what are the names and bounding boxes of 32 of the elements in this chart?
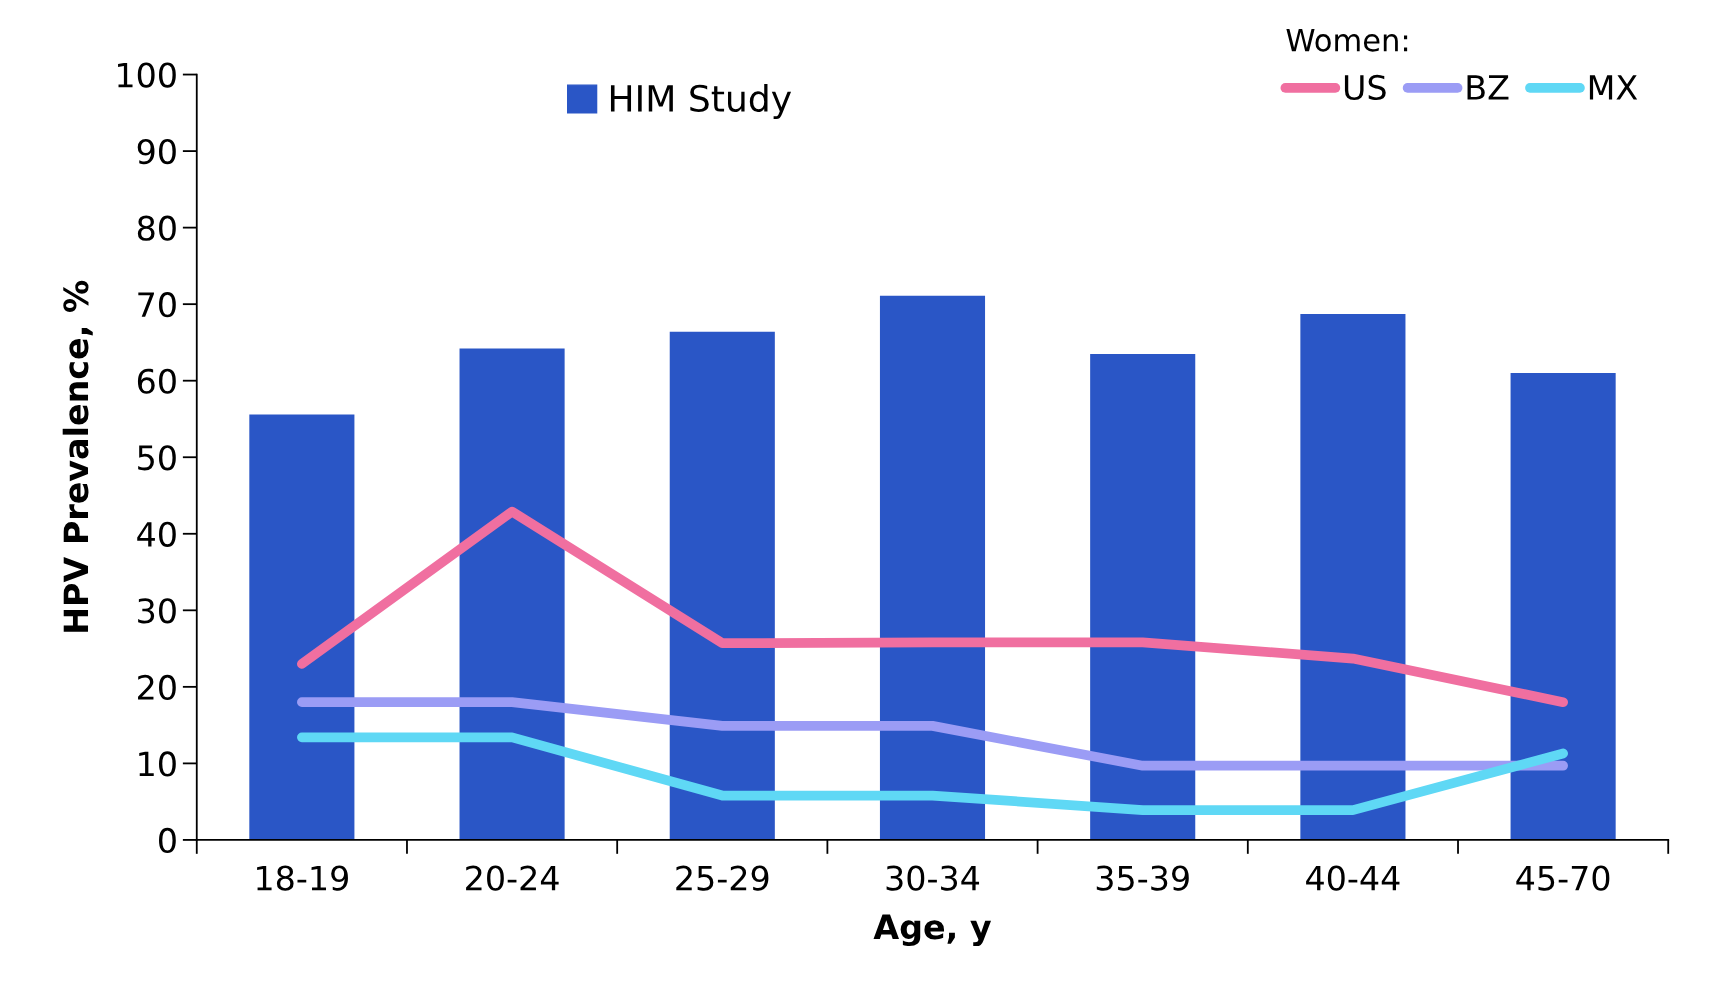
- y-tick-label: 90: [137, 139, 176, 165]
- legend-label: US: [1344, 74, 1386, 101]
- x-tick-label: 25-29: [676, 865, 769, 891]
- legend-label: HIM Study: [610, 84, 792, 120]
- x-axis-title: Age, y: [873, 914, 992, 947]
- x-tick-label: 45-70: [1516, 865, 1610, 891]
- bar: [879, 295, 986, 840]
- y-tick-label: 80: [137, 215, 176, 241]
- bar: [1300, 314, 1406, 840]
- y-tick-label: 50: [138, 445, 176, 471]
- y-tick-label: 30: [138, 598, 176, 624]
- bar: [249, 414, 355, 840]
- y-tick-label: 60: [137, 368, 176, 394]
- x-tick-label: 20-24: [466, 865, 559, 891]
- x-tick-label: 30-34: [886, 865, 980, 891]
- legend-title: Women:: [1286, 28, 1408, 52]
- x-tick-label: 18-19: [257, 865, 348, 891]
- y-tick-label: 20: [138, 674, 176, 700]
- y-axis-title: HPV Prevalence, %: [62, 280, 93, 632]
- legend-label: MX: [1589, 75, 1638, 100]
- y-tick-label: 0: [159, 827, 176, 854]
- bar: [459, 348, 565, 840]
- y-tick-label: 70: [138, 292, 176, 318]
- x-tick-label: 35-39: [1096, 865, 1189, 891]
- bar: [1510, 373, 1616, 840]
- legend-label: BZ: [1467, 75, 1509, 100]
- bar: [669, 331, 775, 840]
- x-tick-label: 40-44: [1306, 865, 1400, 891]
- y-tick-label: 40: [137, 521, 176, 547]
- y-tick-label: 10: [139, 751, 176, 777]
- y-tick-label: 100: [118, 62, 176, 88]
- bar: [1090, 353, 1196, 840]
